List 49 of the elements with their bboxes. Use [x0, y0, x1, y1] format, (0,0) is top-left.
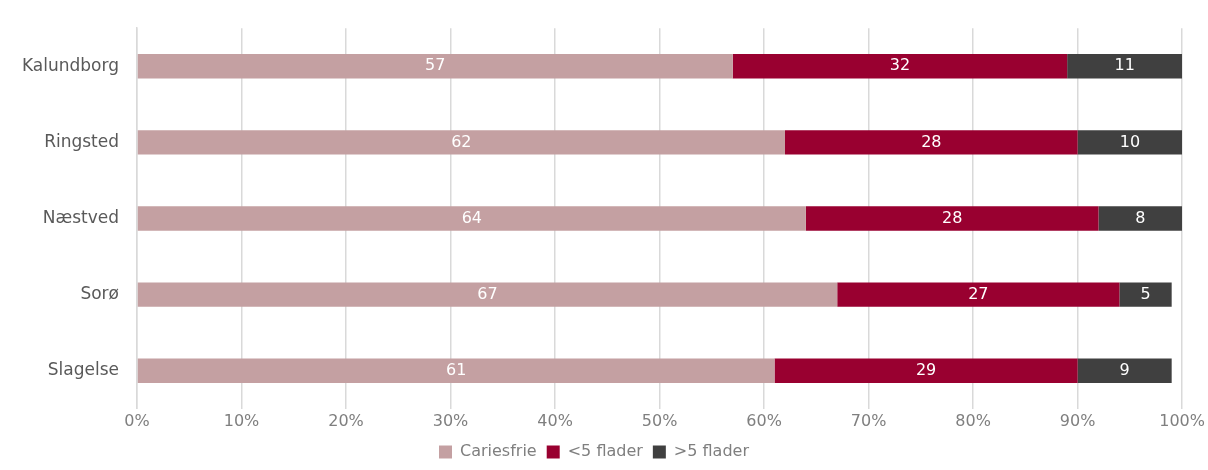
y-tick-label: Ringsted [44, 130, 119, 151]
bar [137, 282, 838, 307]
data-label: 9 [1119, 359, 1130, 379]
data-label: 67 [477, 283, 498, 303]
bar [1067, 54, 1183, 79]
data-label: 29 [915, 359, 937, 379]
x-tick-label: 20% [328, 410, 364, 430]
x-tick-label: 40% [537, 410, 573, 430]
data-label: 61 [445, 359, 467, 379]
x-tick-label: 60% [746, 410, 782, 430]
x-tick-label: 10% [223, 410, 260, 430]
x-tick-label: 0% [124, 410, 150, 430]
bar [774, 358, 1078, 383]
x-tick-label: 70% [850, 410, 887, 430]
data-label: 57 [425, 55, 446, 75]
legend-label: <5 flader [567, 441, 644, 461]
x-tick-label: 30% [432, 410, 469, 430]
x-tick-label: 80% [955, 410, 991, 430]
data-label: 32 [889, 55, 911, 75]
bar [1098, 206, 1183, 231]
data-label: 64 [461, 207, 482, 227]
y-tick-label: Næstved [42, 206, 119, 227]
bar [137, 54, 733, 79]
data-label: 11 [1114, 55, 1135, 75]
bar [1077, 358, 1172, 383]
bar [137, 206, 806, 231]
bar [837, 282, 1120, 307]
data-label: 5 [1140, 283, 1151, 303]
data-label: 10 [1119, 131, 1141, 151]
y-tick-label: Kalundborg [21, 54, 119, 75]
x-tick-label: 50% [641, 410, 678, 430]
data-label: 8 [1135, 207, 1146, 227]
bar [805, 206, 1099, 231]
data-label: 27 [968, 283, 989, 303]
data-label: 62 [451, 131, 472, 151]
legend-label: >5 flader [673, 441, 750, 461]
data-label: 28 [921, 131, 942, 151]
bar [732, 54, 1068, 79]
bar [1119, 282, 1172, 307]
x-tick-label: 90% [1059, 410, 1096, 430]
y-tick-label: Slagelse [47, 359, 119, 380]
bar [137, 358, 775, 383]
legend-label: Cariesfrie [460, 441, 537, 461]
data-label: 28 [942, 207, 963, 227]
y-tick-label: Sorø [80, 283, 119, 304]
x-tick-label: 100% [1159, 410, 1205, 430]
bar [1077, 130, 1183, 155]
bar [784, 130, 1078, 155]
bar [137, 130, 785, 155]
